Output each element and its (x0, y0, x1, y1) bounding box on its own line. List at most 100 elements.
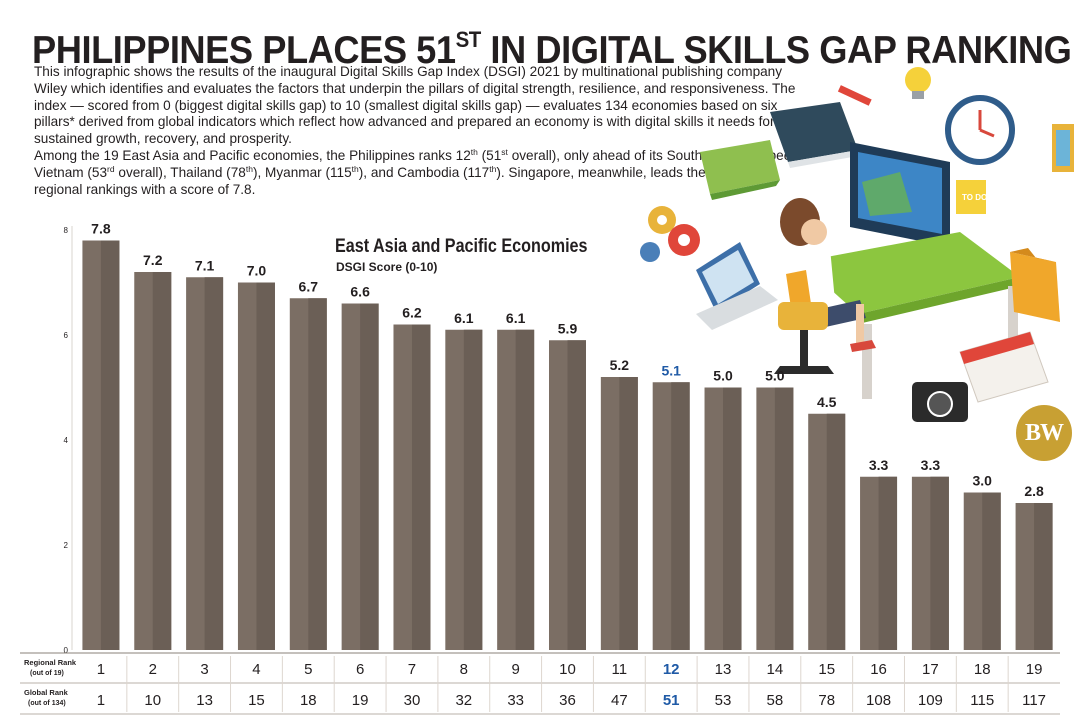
regional-rank-cell: 5 (304, 661, 312, 678)
bar-shade (826, 413, 846, 650)
intro-superscript: st (501, 146, 508, 157)
value-label: 6.1 (454, 310, 474, 326)
bar-shade (515, 329, 535, 650)
global-rank-cell: 51 (663, 692, 680, 709)
y-tick-label: 4 (64, 436, 69, 445)
regional-rank-cell: 15 (818, 661, 835, 678)
regional-rank-cell: 14 (767, 661, 784, 678)
y-tick-label: 2 (64, 541, 69, 550)
regional-rank-cell: 9 (511, 661, 519, 678)
lightbulb-icon (905, 67, 931, 99)
regional-rank-sublabel: (out of 19) (30, 670, 64, 677)
regional-rank-cell: 10 (559, 661, 576, 678)
bar (756, 387, 794, 650)
value-label: 7.8 (91, 221, 111, 237)
bar (860, 476, 898, 650)
bar-shade (463, 329, 483, 650)
intro-text-part: (51 (477, 147, 502, 163)
value-label: 7.0 (247, 263, 267, 279)
bar (549, 340, 586, 650)
chair (774, 302, 834, 374)
value-label: 3.3 (869, 457, 889, 473)
bar-shade (567, 340, 586, 650)
intro-superscript: th (351, 163, 359, 174)
bar (237, 282, 275, 650)
bar (600, 377, 638, 650)
picture-frame-icon (1052, 124, 1074, 172)
desk (800, 232, 1020, 399)
bw-logo: BW (1016, 405, 1072, 461)
value-label: 6.6 (350, 284, 370, 300)
bar (289, 298, 327, 650)
intro-superscript: th (470, 146, 478, 157)
regional-rank-cell: 11 (612, 661, 628, 678)
value-label: 7.2 (143, 252, 163, 268)
bar-shade (204, 277, 224, 650)
clock-icon (945, 95, 1015, 165)
value-label: 2.8 (1024, 483, 1044, 499)
value-label: 6.1 (506, 310, 526, 326)
regional-rank-cell: 8 (460, 661, 468, 678)
global-rank-cell: 47 (611, 692, 628, 709)
bar-shade (878, 476, 898, 650)
intro-paragraph-1: This infographic shows the results of th… (34, 64, 796, 147)
value-label: 6.2 (402, 305, 422, 321)
intro-superscript: th (245, 163, 253, 174)
value-label: 5.1 (661, 362, 681, 378)
regional-rank-cell: 2 (149, 661, 157, 678)
regional-rank-cell: 17 (922, 661, 939, 678)
global-rank-cell: 117 (1022, 692, 1046, 709)
global-rank-cell: 32 (455, 692, 472, 709)
global-rank-cell: 115 (970, 692, 994, 709)
global-rank-cell: 30 (404, 692, 421, 709)
bar (341, 303, 379, 650)
headline-main: PHILIPPINES PLACES 51 (32, 29, 456, 72)
y-tick-label: 6 (64, 331, 69, 340)
bar (497, 329, 535, 650)
global-rank-cell: 53 (715, 692, 732, 709)
global-rank-cell: 18 (300, 692, 317, 709)
value-label: 5.2 (610, 357, 630, 373)
global-rank-label: Global Rank (24, 688, 69, 697)
bar-shade (360, 303, 379, 650)
value-label: 6.7 (299, 278, 319, 294)
bar-shade (930, 476, 949, 650)
bar-shade (308, 298, 327, 650)
envelope-icon (700, 140, 780, 200)
intro-text-part: ), and Cambodia (117 (358, 164, 490, 180)
value-label: 7.1 (195, 257, 215, 273)
regional-rank-cell: 6 (356, 661, 364, 678)
value-label: 3.0 (973, 473, 993, 489)
global-rank-cell: 33 (507, 692, 524, 709)
regional-rank-cell: 19 (1026, 661, 1043, 678)
laptop-icon (696, 242, 778, 330)
regional-rank-cell: 1 (97, 661, 105, 678)
bar-shade (774, 387, 794, 650)
bar (808, 413, 846, 650)
bar-shade (256, 282, 275, 650)
global-rank-cell: 36 (559, 692, 576, 709)
global-rank-cell: 1 (97, 692, 105, 709)
bar-shade (723, 387, 742, 650)
global-rank-cell: 10 (144, 692, 161, 709)
bar (445, 329, 483, 650)
regional-rank-cell: 16 (870, 661, 887, 678)
intro-superscript: rd (107, 163, 115, 174)
chart-title: East Asia and Pacific Economies (335, 236, 588, 257)
regional-rank-label: Regional Rank (24, 658, 77, 667)
intro-text-part: ). Singapore, meanwhile, leads the globa… (34, 164, 773, 197)
headline-rest: IN DIGITAL SKILLS GAP RANKING (480, 29, 1072, 72)
bar-shade (619, 377, 638, 650)
y-tick-label: 0 (64, 646, 69, 655)
global-rank-cell: 108 (866, 692, 891, 709)
bar (652, 382, 690, 650)
global-rank-cell: 109 (918, 692, 943, 709)
bar (963, 492, 1001, 650)
global-rank-cell: 19 (352, 692, 369, 709)
bar (1015, 503, 1053, 650)
regional-rank-cell: 7 (408, 661, 416, 678)
bar (82, 240, 120, 650)
intro-text-part: Among the 19 East Asia and Pacific econo… (34, 147, 471, 163)
global-rank-cell: 58 (767, 692, 784, 709)
